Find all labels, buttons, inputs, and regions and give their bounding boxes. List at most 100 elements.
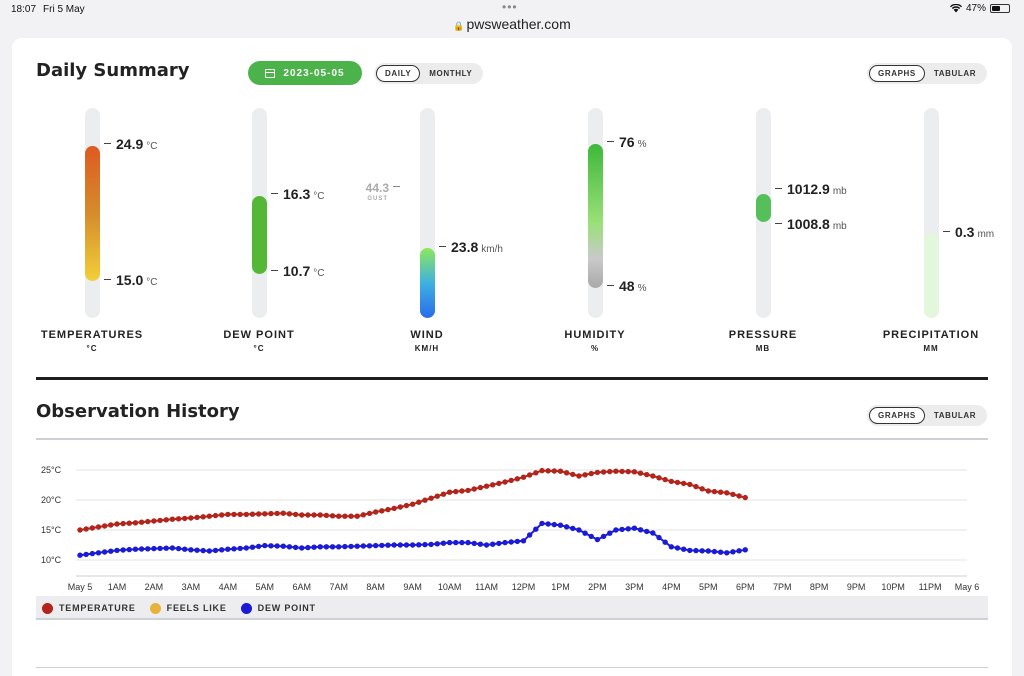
data-point (95, 524, 102, 530)
data-point (163, 517, 169, 523)
data-point (218, 512, 225, 518)
data-point (533, 470, 539, 476)
wind-value: 23.8 km/h (439, 239, 503, 255)
data-point (471, 486, 477, 492)
daily-view-graphs[interactable]: GRAPHS (869, 65, 925, 82)
data-point (385, 542, 391, 548)
data-point (687, 481, 693, 488)
x-tick-label: 4AM (219, 582, 238, 592)
observation-chart[interactable]: 25°C 20°C 15°C 10°C May 5 1AM 2AM 3AM 4AM 5AM 6AM 7… (12, 456, 1012, 596)
gauge-humidity: 76% 48% HUMIDITY % (520, 108, 670, 358)
data-point (477, 484, 484, 491)
data-point (711, 548, 718, 555)
x-tick-label: May 6 (955, 582, 980, 592)
data-point (366, 543, 373, 549)
data-point (151, 545, 157, 552)
wind-level-bar (420, 248, 435, 318)
gauge-wind: 44.3 GUST 23.8 km/h WIND KM/H (352, 108, 503, 358)
data-point (268, 543, 274, 549)
data-point (145, 546, 151, 552)
data-point (539, 467, 545, 474)
data-point (483, 542, 490, 548)
pressure-high: 1012.9 mb (775, 181, 847, 197)
data-point (336, 544, 342, 550)
legend-dot (42, 602, 53, 614)
history-divider (36, 438, 988, 440)
more-dots-icon[interactable]: ••• (502, 0, 518, 14)
legend-dot (240, 602, 252, 614)
period-monthly[interactable]: MONTHLY (429, 69, 473, 78)
data-point (188, 547, 194, 553)
data-point (274, 510, 280, 517)
status-indicators: 47% (949, 3, 1010, 14)
data-point (243, 511, 250, 518)
data-point (145, 518, 151, 525)
date-picker-button[interactable]: 2023-05-05 (248, 61, 362, 85)
data-point (422, 541, 428, 548)
data-point (360, 512, 367, 518)
legend-label: DEW POINT (257, 603, 316, 613)
data-point (268, 510, 274, 517)
humidity-low: 48% (607, 278, 646, 294)
data-point (730, 491, 736, 498)
data-point (717, 549, 724, 555)
x-tick-label: 5AM (256, 582, 275, 592)
data-point (514, 538, 521, 545)
data-point (724, 550, 730, 556)
data-point (557, 468, 564, 474)
daily-view-toggle: GRAPHS TABULAR (867, 63, 988, 84)
data-point (742, 547, 748, 553)
pressure-unit: MB (755, 344, 771, 353)
data-point (582, 472, 588, 478)
data-point (323, 544, 330, 550)
data-point (194, 547, 200, 553)
history-view-tabular[interactable]: TABULAR (933, 411, 977, 420)
data-point (446, 539, 453, 546)
data-point (157, 517, 163, 524)
daily-summary-title: Daily Summary (36, 60, 190, 81)
humidity-label: HUMIDITY (564, 329, 626, 341)
data-point (687, 547, 693, 554)
lock-icon: 🔒 (453, 21, 465, 31)
data-point (619, 526, 625, 533)
section-divider (36, 377, 988, 380)
data-point (662, 539, 668, 545)
data-point (151, 518, 157, 524)
period-daily[interactable]: DAILY (376, 65, 421, 82)
pressure-low: 1008.8 mb (775, 216, 847, 232)
legend-item-dew-point[interactable]: DEW POINT (240, 602, 316, 614)
data-point (674, 545, 681, 551)
data-point (570, 525, 576, 532)
x-tick-label: 2AM (145, 582, 164, 592)
data-point (206, 548, 213, 554)
data-point (625, 468, 631, 475)
history-view-graphs[interactable]: GRAPHS (869, 407, 925, 424)
browser-status-bar: 18:07 Fri 5 May ••• 🔒 pwsweather.com 47% (0, 0, 1024, 38)
legend-item-feels-like[interactable]: FEELS LIKE (149, 602, 227, 614)
wind-gust: 44.3 GUST (366, 179, 400, 202)
data-point (680, 546, 687, 552)
data-point (262, 542, 268, 549)
data-point (668, 544, 675, 550)
legend-label: TEMPERATURE (59, 603, 136, 613)
data-point (120, 520, 126, 527)
x-tick-label: 2PM (588, 582, 607, 592)
data-point (693, 483, 699, 490)
legend-dot (149, 602, 161, 614)
precipitation-unit: MM (923, 344, 939, 353)
data-point (342, 513, 348, 519)
data-point (607, 468, 613, 475)
data-point (299, 545, 305, 551)
legend-item-temperature[interactable]: TEMPERATURE (42, 602, 136, 614)
url-bar[interactable]: 🔒 pwsweather.com (0, 16, 1024, 32)
status-date: Fri 5 May (43, 4, 85, 15)
data-point (108, 522, 114, 528)
data-point (508, 477, 514, 484)
daily-view-tabular[interactable]: TABULAR (933, 69, 977, 78)
data-point (354, 543, 360, 549)
data-point (428, 495, 434, 501)
humidity-high: 76% (607, 134, 646, 150)
data-point (114, 521, 120, 527)
data-point (200, 514, 206, 520)
data-point (619, 468, 625, 475)
